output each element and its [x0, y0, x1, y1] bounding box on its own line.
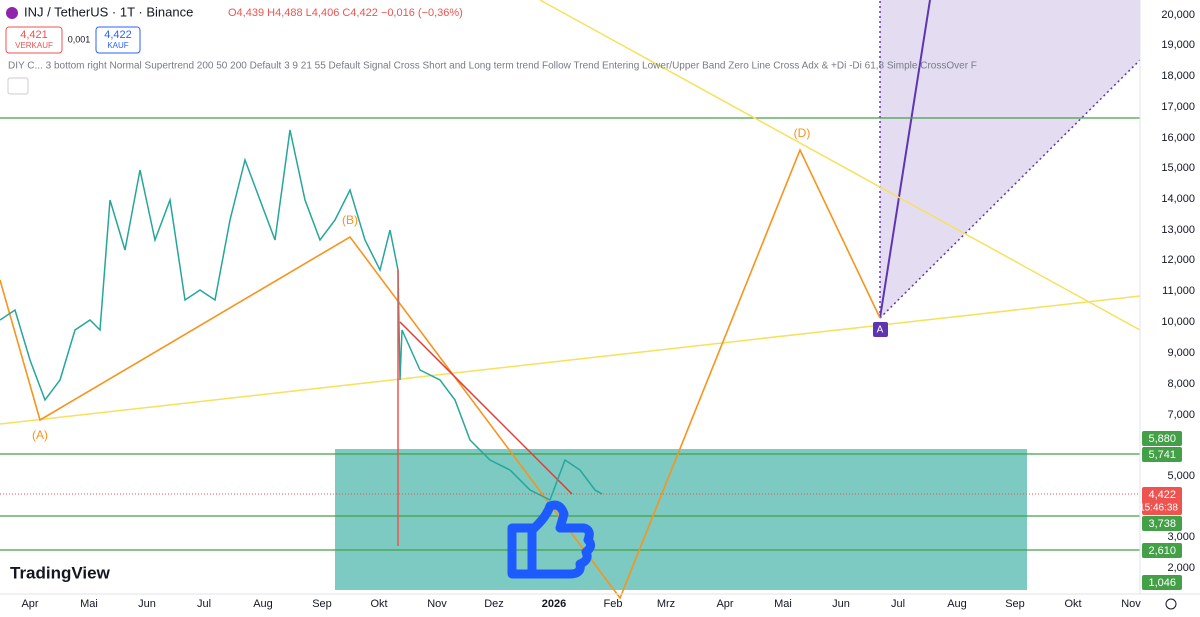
price-badge — [1142, 447, 1182, 462]
time-label: Mai — [80, 598, 98, 610]
symbol-icon — [6, 7, 18, 19]
time-label: Mrz — [657, 598, 675, 610]
time-label: Jun — [832, 598, 850, 610]
price-label: 3,000 — [1167, 531, 1195, 543]
time-label: Jul — [197, 598, 211, 610]
wave-line — [0, 148, 881, 600]
price-label: 11,000 — [1162, 285, 1195, 297]
spread: 0,001 — [68, 34, 91, 44]
sell-label: VERKAUF — [15, 41, 53, 50]
price-label: 9,000 — [1167, 347, 1195, 359]
price-label: 10,000 — [1161, 316, 1195, 328]
price-label: 19,000 — [1161, 39, 1195, 51]
price-badge-label: 3,738 — [1148, 518, 1176, 530]
buy-label: KAUF — [107, 41, 128, 50]
trend-line — [539, 0, 1141, 331]
price-badge — [1142, 487, 1182, 515]
time-label: Feb — [604, 598, 623, 610]
time-label: Apr — [21, 598, 38, 610]
wave-label: (B) — [342, 213, 358, 227]
symbol: INJ / TetherUS · 1T · Binance — [24, 4, 193, 19]
time-label: Dez — [484, 598, 504, 610]
price-label: 18,000 — [1161, 70, 1195, 82]
price-label: 15,000 — [1161, 162, 1195, 174]
header: INJ / TetherUS · 1T · Binance O4,439 H4,… — [5, 4, 977, 95]
wave-badge — [873, 322, 888, 337]
price-badge — [1142, 575, 1182, 590]
price-badge-label: 4,422 — [1148, 489, 1176, 501]
time-label: Apr — [716, 598, 733, 610]
price-label: 7,000 — [1167, 409, 1195, 421]
price-path — [0, 129, 603, 502]
time-label: Nov — [427, 598, 447, 610]
settings-button[interactable] — [1165, 598, 1177, 610]
price-badge-label: 5,880 — [1148, 433, 1176, 445]
zone — [335, 449, 1027, 590]
projection-area — [880, 0, 1140, 318]
price-badge-sub: 15:46:38 — [1139, 503, 1178, 514]
thumbs-up-icon — [507, 500, 596, 579]
trend-line — [0, 295, 1141, 425]
price-badge — [1142, 516, 1182, 531]
buy-price: 4,422 — [104, 29, 132, 41]
time-label: Sep — [1005, 598, 1025, 610]
sell-button[interactable] — [5, 26, 63, 54]
projection-line — [879, 0, 931, 319]
time-label: Mai — [774, 598, 792, 610]
price-label: 8,000 — [1167, 378, 1195, 390]
projection-dotted — [879, 59, 1141, 319]
wave-label: (A) — [32, 428, 48, 442]
price-label: 5,000 — [1167, 470, 1195, 482]
time-label: Nov — [1121, 598, 1141, 610]
time-label: Sep — [312, 598, 332, 610]
price-label: 20,000 — [1161, 9, 1195, 21]
logo: TradingView — [10, 563, 111, 582]
price-label: 14,000 — [1161, 193, 1195, 205]
sell-price: 4,421 — [20, 29, 48, 41]
time-label: Aug — [253, 598, 273, 610]
indicators: DIY C... 3 bottom right Normal Supertren… — [8, 61, 977, 72]
price-badge-label: 1,046 — [1148, 577, 1176, 589]
price-label: 12,000 — [1161, 254, 1195, 266]
wave-label: A — [877, 325, 884, 336]
price-badge-label: 2,610 — [1148, 545, 1176, 557]
trend-line — [399, 321, 573, 495]
time-label: Okt — [1064, 598, 1081, 610]
time-label: Jul — [891, 598, 905, 610]
wave-label: (D) — [794, 126, 811, 140]
time-label: Okt — [370, 598, 387, 610]
collapse-button[interactable] — [7, 77, 29, 95]
plot-layer — [0, 0, 1141, 600]
price-badge — [1142, 543, 1182, 558]
time-label: 2026 — [542, 598, 566, 610]
price-label: 17,000 — [1161, 101, 1195, 113]
price-badge-label: 5,741 — [1148, 449, 1176, 461]
price-badge — [1142, 431, 1182, 446]
time-label: Jun — [138, 598, 156, 610]
price-label: 16,000 — [1161, 132, 1195, 144]
price-label: 13,000 — [1161, 224, 1195, 236]
time-label: Aug — [947, 598, 967, 610]
price-label: 2,000 — [1167, 562, 1195, 574]
ohlc: O4,439 H4,488 L4,406 C4,422 −0,016 (−0,3… — [228, 7, 463, 19]
buy-button[interactable] — [95, 26, 141, 54]
